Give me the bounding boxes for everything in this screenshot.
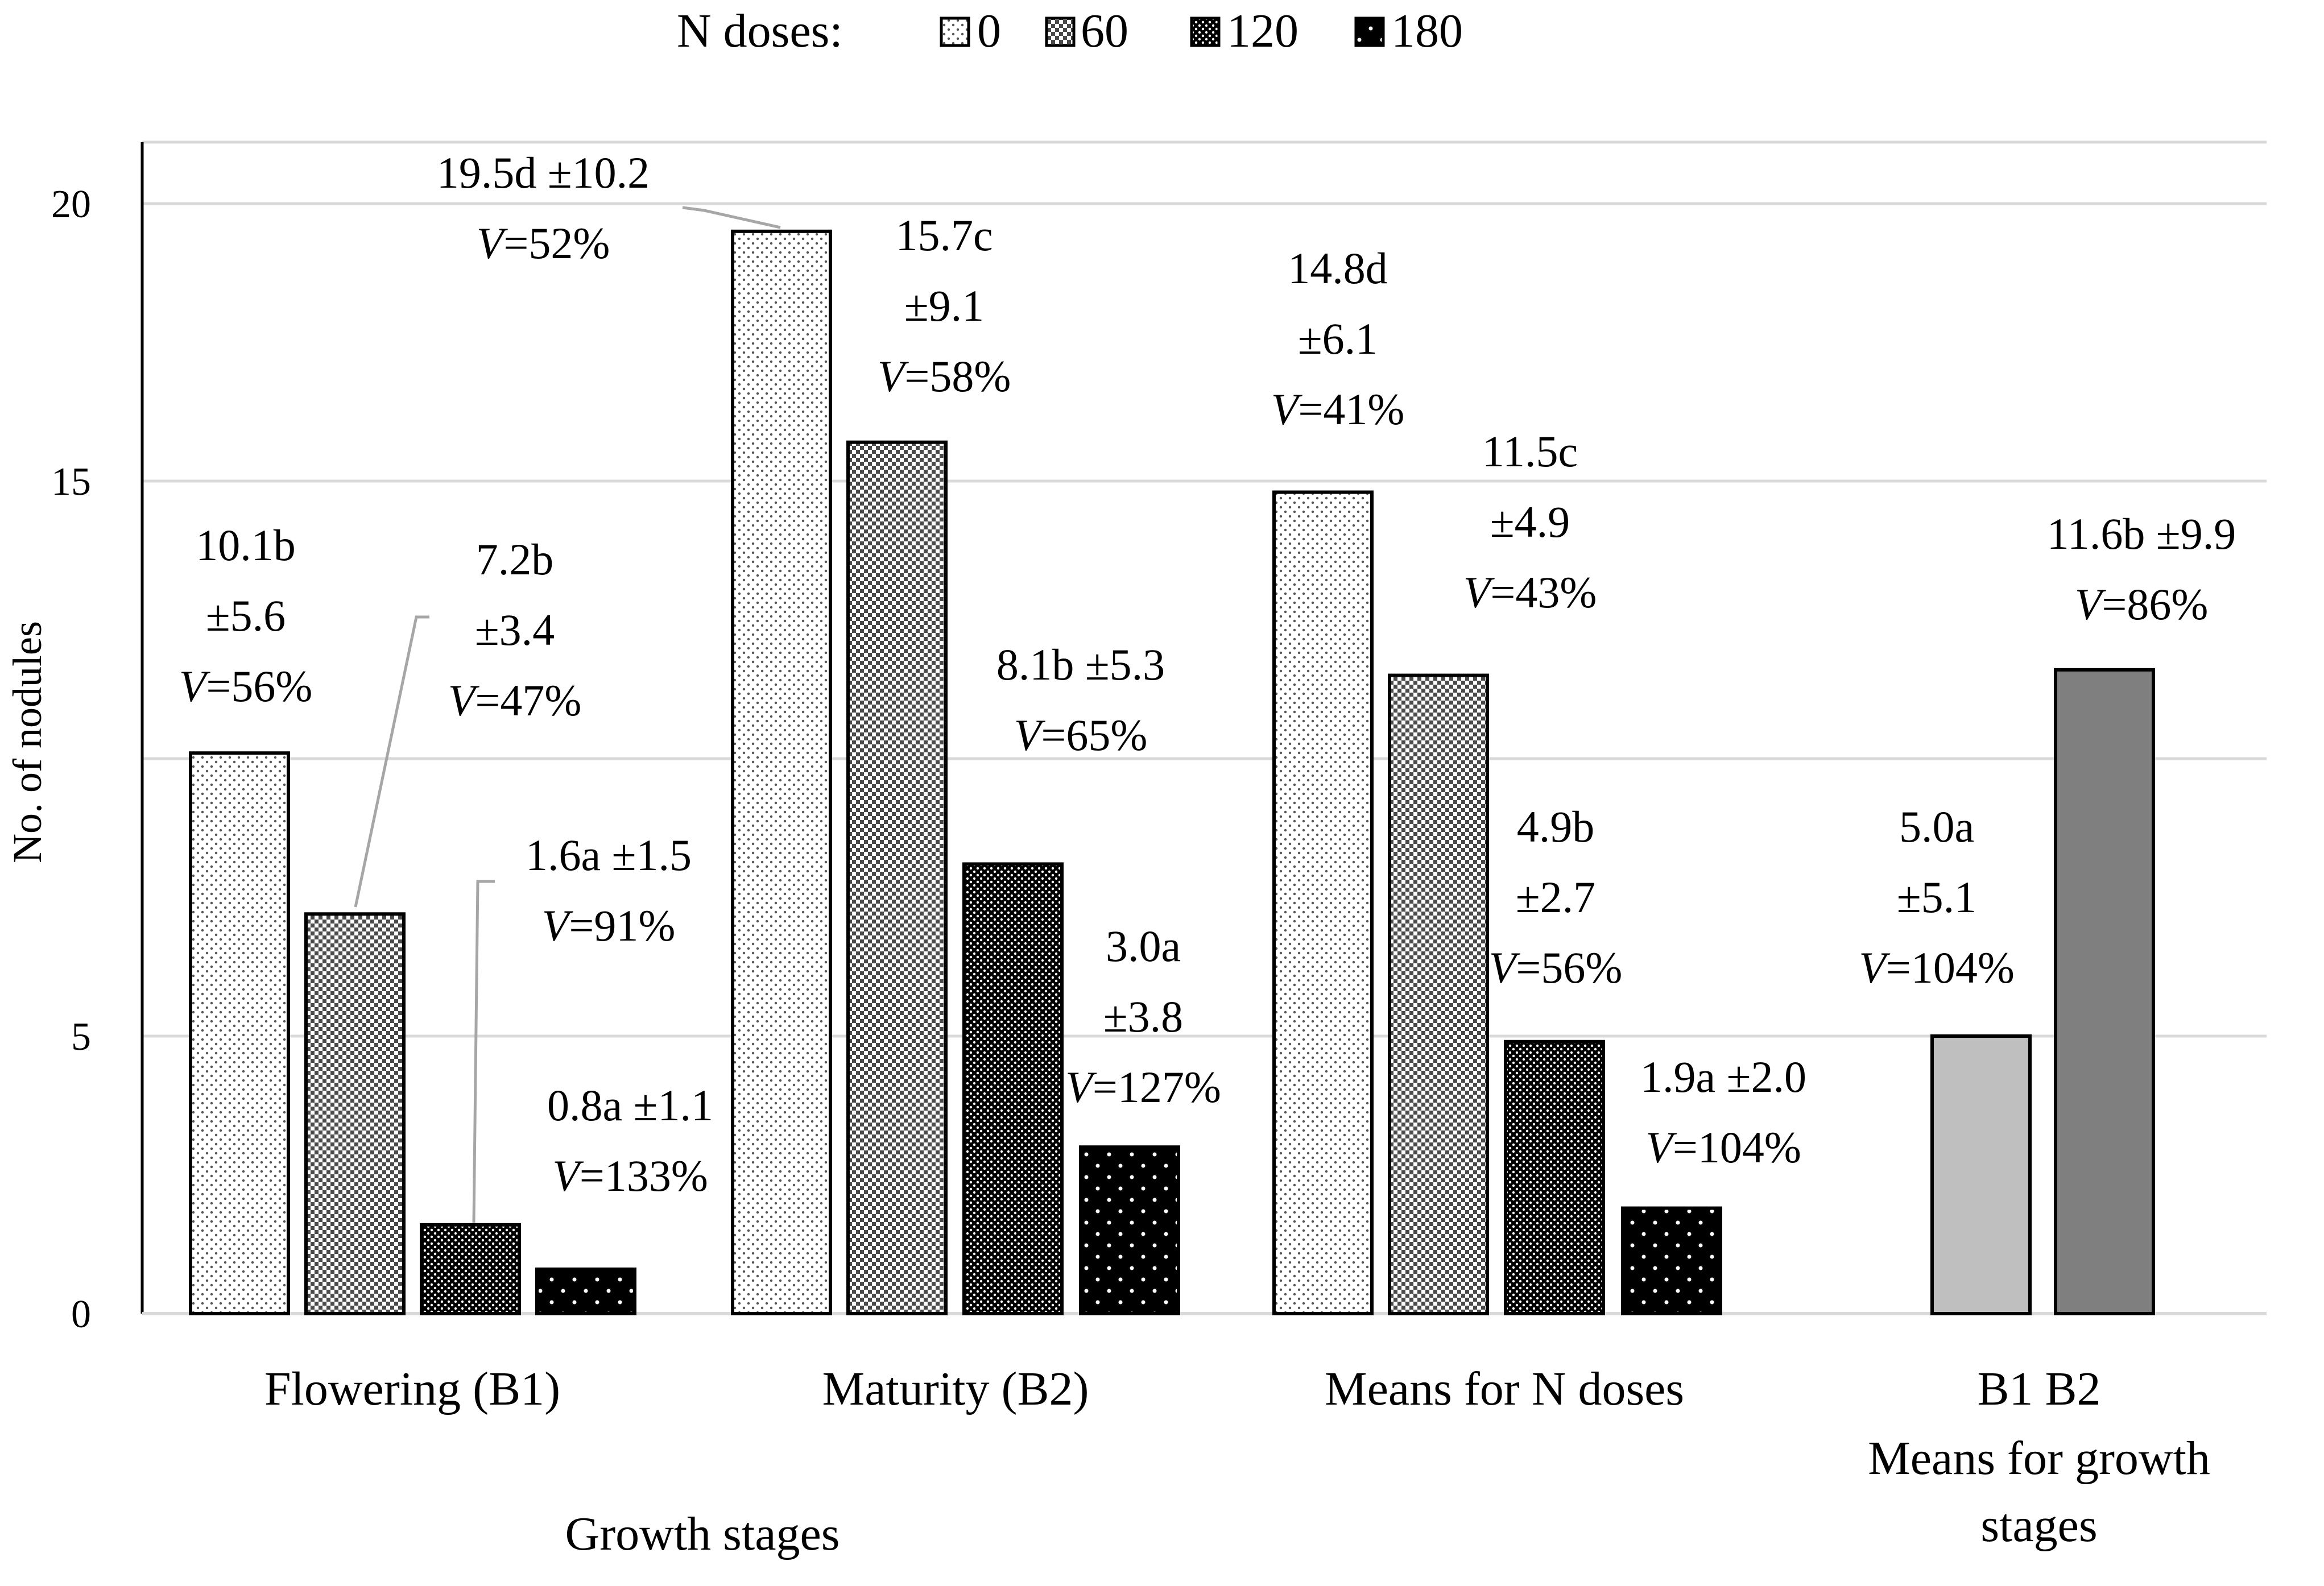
- legend-label-120: 120: [1227, 5, 1299, 57]
- data-label: 0.8a ±1.1 V=133%: [547, 1080, 713, 1200]
- category-label: Means for N doses: [1325, 1363, 1684, 1415]
- category-label: Maturity (B2): [822, 1363, 1089, 1415]
- leader-lines: [354, 206, 781, 1223]
- data-label: 5.0a ±5.1 V=104%: [1859, 802, 2015, 992]
- bars: [189, 229, 2155, 1316]
- data-label: 10.1b ±5.6 V=56%: [179, 520, 313, 711]
- data-label: 15.7c ±9.1 V=58%: [878, 210, 1011, 401]
- data-labels: 10.1b ±5.6 V=56% 7.2b ±3.4 V=47% 1.6a ±1.5 V=91…: [179, 148, 2236, 1200]
- y-tick-label: 5: [71, 1015, 91, 1059]
- category-label: Means for growth stages: [1868, 1432, 2210, 1552]
- bar-maturity-b2--0: [731, 229, 832, 1315]
- legend-swatch-120: [1190, 16, 1221, 47]
- data-label: 7.2b ±3.4 V=47%: [448, 535, 582, 725]
- legend-label-180: 180: [1391, 5, 1463, 57]
- bar-means-for-n-doses-0: [1272, 490, 1374, 1315]
- legend-swatch-60: [1045, 16, 1076, 47]
- y-axis-label: No. of nodules: [5, 621, 50, 863]
- bar-means-for-n-doses-60: [1388, 673, 1489, 1315]
- legend-title: N doses:: [677, 5, 843, 57]
- bar-means-for-growth-stages-B1: [1930, 1034, 2032, 1315]
- y-tick-label: 0: [71, 1293, 91, 1336]
- data-label: 3.0a ±3.8 V=127%: [1065, 921, 1221, 1112]
- data-label: 1.6a ±1.5 V=91%: [526, 830, 692, 950]
- gridlines: [142, 140, 2267, 1038]
- legend-swatch-180: [1354, 16, 1385, 47]
- y-tick-label: 20: [51, 183, 91, 226]
- bar-flowering-b1--120: [420, 1223, 521, 1316]
- data-label: 11.6b ±9.9 V=86%: [2047, 509, 2236, 629]
- data-label: 14.8d ±6.1 V=41%: [1271, 243, 1405, 434]
- data-label: 19.5d ±10.2 V=52%: [437, 148, 650, 268]
- x-axis-label: Growth stages: [565, 1508, 840, 1560]
- bar-maturity-b2--180: [1079, 1145, 1180, 1315]
- bar-maturity-b2--120: [962, 862, 1064, 1315]
- legend-swatch-0: [940, 16, 970, 47]
- y-tick-label: 15: [51, 460, 91, 504]
- bar-flowering-b1--60: [304, 912, 406, 1315]
- category-label: Flowering (B1): [264, 1363, 560, 1415]
- leader-line: [472, 880, 495, 1223]
- bar-flowering-b1--180: [535, 1267, 636, 1315]
- data-label: 8.1b ±5.3 V=65%: [996, 640, 1165, 760]
- bar-means-for-growth-stages-B2: [2054, 668, 2155, 1315]
- legend-label-60: 60: [1081, 5, 1128, 57]
- bar-means-for-n-doses-180: [1621, 1206, 1722, 1316]
- category-labels: Flowering (B1) Maturity (B2) Means for N d…: [264, 1363, 2210, 1552]
- leader-line: [682, 206, 781, 229]
- leader-line: [354, 615, 429, 908]
- bar-flowering-b1--0: [189, 751, 290, 1315]
- bar-maturity-b2--60: [846, 440, 948, 1315]
- category-sublabels: B1 B2: [1977, 1363, 2100, 1415]
- data-label: 11.5c ±4.9 V=43%: [1463, 426, 1597, 617]
- data-label: 1.9a ±2.0 V=104%: [1640, 1052, 1806, 1172]
- bar-means-for-n-doses-120: [1504, 1040, 1605, 1315]
- legend-label-0: 0: [977, 5, 1001, 57]
- data-label: 4.9b ±2.7 V=56%: [1489, 802, 1623, 992]
- legend: N doses: 0 60 120 180: [677, 5, 1463, 57]
